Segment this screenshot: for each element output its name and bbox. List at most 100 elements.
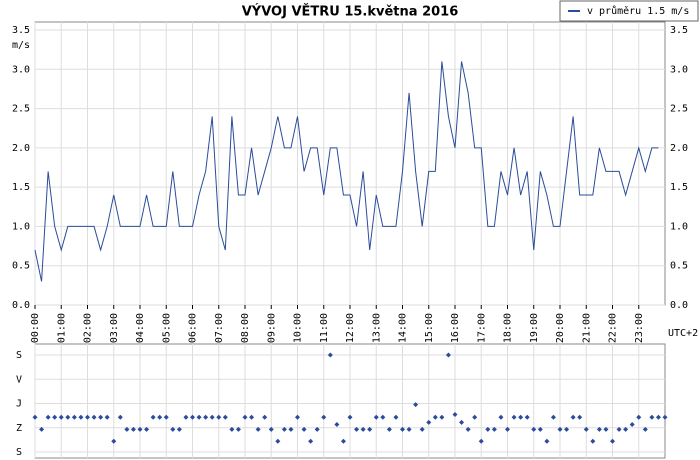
point xyxy=(544,438,550,444)
point xyxy=(196,414,202,420)
point xyxy=(360,426,366,432)
point xyxy=(386,426,392,432)
point xyxy=(531,426,537,432)
point xyxy=(137,426,143,432)
x-tick-label: 03:00 xyxy=(109,313,120,343)
point xyxy=(472,414,478,420)
point xyxy=(426,419,432,425)
point xyxy=(459,419,465,425)
point xyxy=(400,426,405,432)
y-tick-label-right: 2.5 xyxy=(670,104,688,115)
point xyxy=(229,426,235,432)
y-tick-label-right: 0.5 xyxy=(670,261,688,272)
point xyxy=(71,414,77,420)
point xyxy=(636,414,642,420)
point xyxy=(393,414,399,420)
x-tick-label: 06:00 xyxy=(188,313,199,343)
point xyxy=(308,438,314,444)
point xyxy=(518,414,524,420)
point xyxy=(537,426,543,432)
point xyxy=(583,426,589,432)
x-tick-label: 13:00 xyxy=(371,313,382,343)
point xyxy=(183,414,189,420)
point xyxy=(157,414,163,420)
point xyxy=(327,352,333,358)
y-tick-label: 3.5 xyxy=(12,25,30,36)
point xyxy=(465,426,471,432)
series-line xyxy=(34,61,659,282)
point xyxy=(111,438,117,444)
y-tick-label-right: 3.0 xyxy=(670,64,688,75)
y-tick-label-right: 3.5 xyxy=(670,25,688,36)
point xyxy=(262,414,268,420)
point xyxy=(288,426,294,432)
point xyxy=(235,426,241,432)
y-tick-label: 1.5 xyxy=(12,182,30,193)
y-tick-label: 0.0 xyxy=(12,300,30,311)
point xyxy=(354,426,360,432)
x-tick-label: 14:00 xyxy=(398,313,409,343)
legend-label: v průměru 1.5 m/s xyxy=(587,5,689,17)
point xyxy=(603,426,609,432)
point xyxy=(104,414,110,420)
point xyxy=(32,414,38,420)
point xyxy=(406,426,412,432)
point xyxy=(655,414,661,420)
point xyxy=(242,414,248,420)
point xyxy=(498,414,504,420)
point xyxy=(478,438,484,444)
point xyxy=(642,426,648,432)
x-tick-label: 00:00 xyxy=(30,313,41,343)
point xyxy=(590,438,596,444)
point xyxy=(124,426,130,432)
point xyxy=(203,414,209,420)
point xyxy=(176,426,182,432)
point xyxy=(596,426,602,432)
point xyxy=(321,414,327,420)
point xyxy=(511,414,517,420)
point xyxy=(314,426,320,432)
point xyxy=(445,352,451,358)
point xyxy=(209,414,215,420)
point xyxy=(452,412,458,418)
x-tick-label: 05:00 xyxy=(161,313,172,343)
x-tick-label: 22:00 xyxy=(608,313,619,343)
y-tick-label: V xyxy=(16,374,22,385)
point xyxy=(367,426,373,432)
point xyxy=(249,414,255,420)
point xyxy=(373,414,379,420)
point xyxy=(91,414,97,420)
x-tick-label: 20:00 xyxy=(555,313,566,343)
point xyxy=(52,414,58,420)
point xyxy=(485,426,491,432)
y-tick-label-right: 1.0 xyxy=(670,221,688,232)
point xyxy=(130,426,136,432)
x-tick-label: 07:00 xyxy=(214,313,225,343)
point xyxy=(170,426,176,432)
point xyxy=(117,414,123,420)
point xyxy=(301,426,307,432)
x-tick-label: 15:00 xyxy=(424,313,435,343)
y-tick-label: S xyxy=(16,447,22,458)
point xyxy=(380,414,386,420)
x-tick-label: 16:00 xyxy=(450,313,461,343)
y-axis-label: m/s xyxy=(12,40,30,51)
point xyxy=(144,426,150,432)
point xyxy=(275,438,281,444)
point xyxy=(413,402,419,408)
point xyxy=(268,426,274,432)
point xyxy=(163,414,169,420)
x-tick-label: 17:00 xyxy=(476,313,487,343)
x-tick-label: 04:00 xyxy=(135,313,146,343)
x-axis-label: UTC+2 xyxy=(668,328,698,339)
point xyxy=(662,414,668,420)
point xyxy=(629,422,635,428)
x-tick-label: 19:00 xyxy=(529,313,540,343)
point xyxy=(623,426,629,432)
x-tick-label: 09:00 xyxy=(266,313,277,343)
y-tick-label: 0.5 xyxy=(12,261,30,272)
y-tick-label-right: 2.0 xyxy=(670,143,688,154)
legend-box xyxy=(559,0,699,22)
point xyxy=(610,438,615,444)
point xyxy=(39,426,45,432)
